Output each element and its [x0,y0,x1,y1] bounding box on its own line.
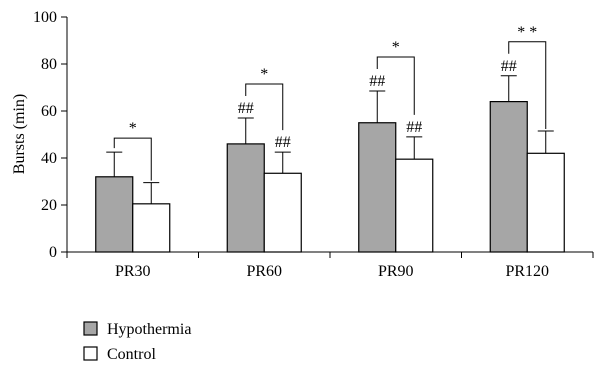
bar-mark-label: ## [238,100,254,117]
bar-mark-label: ## [369,73,385,90]
x-tick-label: PR60 [246,263,282,280]
legend-label-control: Control [107,346,156,363]
bar-hypothermia [489,100,528,253]
bar-control [263,172,302,253]
significance-label: * [129,120,137,137]
bar-hypothermia [226,143,265,253]
x-tick-label: PR90 [378,263,414,280]
y-axis-label: Bursts (min) [11,94,28,174]
legend: Hypothermia Control [83,321,191,363]
bar-control [132,203,171,253]
y-tick-label: 80 [41,56,57,73]
bar-control [395,158,434,253]
legend-swatch-hypothermia [83,321,98,336]
y-tick-label: 60 [41,103,57,120]
x-tick-label: PR30 [115,263,151,280]
y-tick-label: 100 [33,9,57,26]
annotations: *####* ####*##* * [113,24,547,181]
significance-bracket [508,41,547,129]
legend-label-hypothermia: Hypothermia [107,321,191,338]
bar-control [526,152,565,253]
axes: 0 20 40 60 80 100 PR30 PR60 PR90 PR120 [33,9,594,280]
bar-hypothermia [358,122,397,253]
legend-swatch-control [83,346,98,361]
bar-mark-label: ## [275,134,291,151]
significance-label: * [260,66,268,83]
y-tick-label: 20 [41,197,57,214]
bars [95,75,565,253]
y-tick-label: 0 [49,244,57,261]
x-tick-label: PR120 [505,263,549,280]
significance-label: * * [517,24,537,41]
bar-hypothermia [95,176,134,253]
bar-mark-label: ## [501,58,517,75]
bar-mark-label: ## [406,119,422,136]
significance-label: * [392,39,400,56]
y-tick-label: 40 [41,150,57,167]
significance-bracket [113,137,152,181]
significance-bracket [245,83,284,131]
significance-bracket [376,56,415,115]
